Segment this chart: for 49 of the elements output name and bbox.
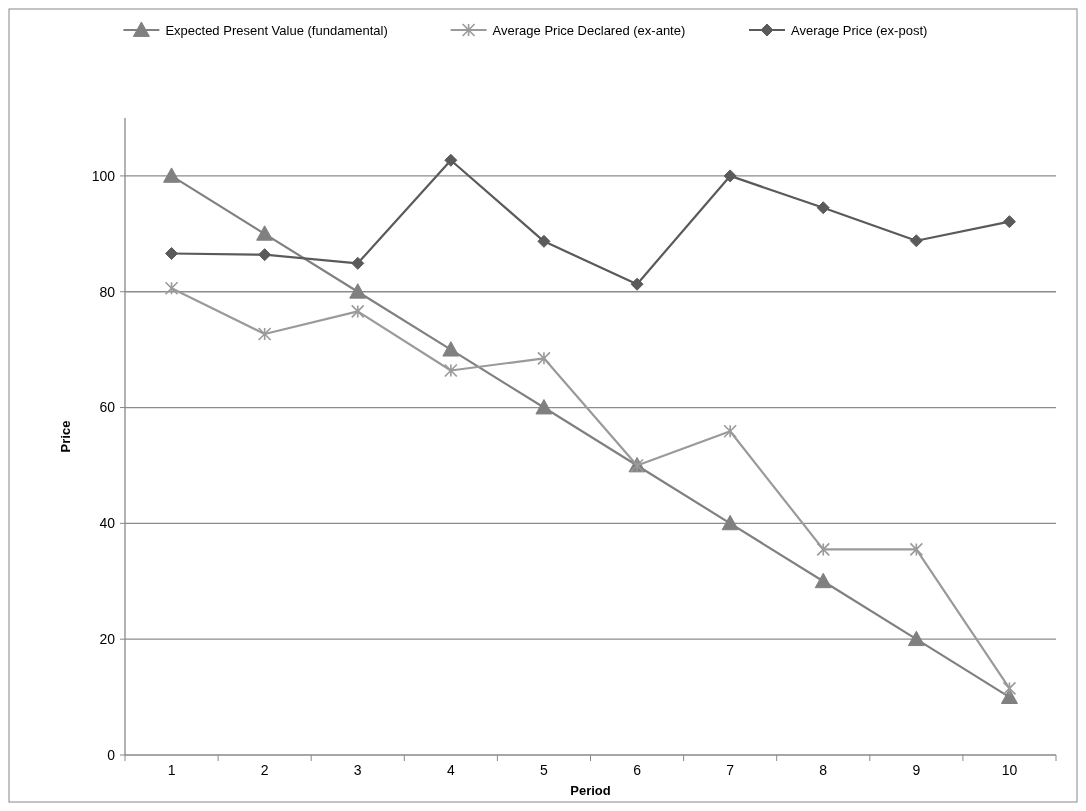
x-tick-label: 2 xyxy=(260,762,269,778)
point xyxy=(256,225,274,241)
point xyxy=(909,542,924,557)
y-tick-label: 100 xyxy=(91,167,116,184)
point xyxy=(723,169,737,183)
y-tick-label: 40 xyxy=(99,515,116,532)
y-tick-label: 0 xyxy=(107,746,116,763)
y-tick-label: 80 xyxy=(99,283,116,300)
y-tick-label: 60 xyxy=(99,399,116,416)
point xyxy=(1002,215,1016,229)
point xyxy=(907,630,925,647)
point xyxy=(535,399,553,415)
point xyxy=(165,247,179,261)
x-tick-label: 3 xyxy=(353,762,362,778)
x-axis-title: Period xyxy=(570,783,611,798)
y-tick-label: 20 xyxy=(99,631,116,648)
point xyxy=(816,542,831,557)
x-tick-label: 1 xyxy=(167,762,176,778)
y-axis-title: Price xyxy=(58,420,73,453)
point xyxy=(1002,681,1017,696)
point xyxy=(816,201,830,215)
point xyxy=(814,572,832,589)
point xyxy=(444,153,458,167)
x-tick-label: 10 xyxy=(1001,762,1018,778)
point xyxy=(442,341,460,357)
x-tick-label: 9 xyxy=(912,762,921,778)
point xyxy=(163,167,181,183)
point xyxy=(537,234,551,248)
x-tick-label: 8 xyxy=(819,762,828,778)
point xyxy=(351,256,365,270)
x-tick-label: 7 xyxy=(726,762,735,778)
legend-label: Expected Present Value (fundamental) xyxy=(165,22,388,38)
point xyxy=(1000,688,1018,704)
point xyxy=(721,514,739,531)
x-tick-label: 6 xyxy=(633,762,642,778)
point xyxy=(164,281,179,296)
point xyxy=(444,363,458,378)
point xyxy=(723,424,737,439)
point xyxy=(630,277,644,291)
legend-label: Average Price (ex-post) xyxy=(791,22,928,38)
legend-label: Average Price Declared (ex-ante) xyxy=(492,22,686,38)
point xyxy=(909,234,923,248)
point xyxy=(350,304,365,319)
point xyxy=(258,248,272,262)
point xyxy=(349,283,367,299)
point xyxy=(257,327,272,341)
point xyxy=(537,351,551,366)
x-tick-label: 5 xyxy=(540,762,549,778)
x-tick-label: 4 xyxy=(446,762,455,778)
